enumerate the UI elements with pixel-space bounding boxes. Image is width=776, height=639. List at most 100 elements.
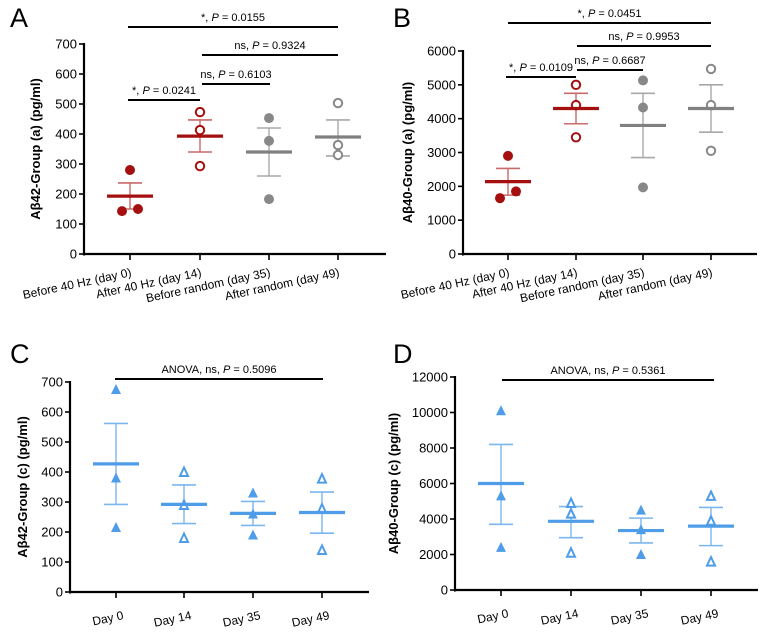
data-point — [194, 124, 206, 136]
y-tick-label: 8000 — [419, 441, 448, 456]
data-point — [178, 465, 190, 477]
data-point — [565, 506, 577, 519]
data-point — [248, 487, 258, 498]
significance-prefix: *, — [132, 85, 142, 97]
y-tick-label: 100 — [55, 217, 77, 232]
x-tick-label: Day 0 — [91, 608, 125, 628]
significance-annotation: ns, P = 0.6103 — [200, 69, 272, 85]
p-value: = 0.9324 — [259, 40, 305, 52]
p-symbol: P — [223, 364, 231, 376]
significance-annotation: ns, P = 0.9953 — [577, 31, 711, 47]
y-tick-label: 200 — [55, 187, 77, 202]
series-1 — [177, 106, 223, 172]
panel-d: D 0 2000 4000 6000 8000 10000 12000 Aβ40-Group (… — [386, 339, 758, 628]
x-tick-label: Day 0 — [476, 606, 510, 626]
series-2 — [230, 487, 276, 540]
data-point — [248, 529, 258, 540]
y-tick-label: 5000 — [427, 77, 456, 92]
data-point — [705, 145, 717, 157]
y-tick-label: 400 — [41, 465, 63, 480]
data-point — [316, 543, 328, 555]
significance-annotation: *, P = 0.0155 — [128, 12, 338, 28]
x-tick-label: Day 14 — [540, 606, 580, 628]
series-1 — [548, 496, 594, 558]
panel-letter: B — [393, 3, 411, 33]
y-tick-label: 0 — [56, 585, 63, 600]
p-symbol: P — [211, 12, 219, 24]
data-point — [565, 545, 577, 558]
y-tick-label: 600 — [55, 67, 77, 82]
x-tick-label: Day 14 — [153, 608, 193, 630]
y-tick-label: 0 — [449, 247, 456, 262]
significance-annotation: *, P = 0.0109 — [506, 62, 576, 78]
data-point — [125, 165, 135, 175]
data-point — [316, 471, 328, 484]
series-0 — [478, 405, 524, 552]
y-tick-label: 300 — [55, 157, 77, 172]
data-point — [332, 139, 344, 151]
series-2 — [618, 504, 664, 559]
p-value: = 0.0155 — [219, 12, 265, 24]
y-tick-label: 12000 — [412, 370, 448, 385]
data-point — [638, 75, 648, 86]
y-tick-label: 4000 — [427, 111, 456, 126]
x-tick-label: Day 49 — [291, 608, 331, 630]
significance-prefix: ANOVA, ns, — [550, 365, 612, 377]
significance-label: *, P = 0.0155 — [201, 12, 265, 24]
x-tick-label: Day 35 — [222, 608, 262, 630]
series-0 — [93, 384, 139, 532]
y-tick-label: 6000 — [427, 44, 456, 59]
data-point — [503, 150, 513, 161]
y-tick-label: 2000 — [419, 547, 448, 562]
data-point — [117, 206, 127, 217]
significance-prefix: ns, — [608, 31, 626, 43]
data-point — [636, 549, 646, 559]
significance-annotation: *, P = 0.0451 — [508, 8, 711, 24]
significance-prefix: ns, — [234, 40, 252, 52]
y-tick-label: 6000 — [419, 476, 448, 491]
panel-a: A 0 100 200 300 400 500 600 700 Aβ42-Group (a) (p… — [10, 3, 386, 305]
data-point — [705, 513, 717, 526]
significance-label: ns, P = 0.6687 — [574, 55, 645, 67]
data-point — [570, 132, 582, 143]
y-tick-label: 1000 — [427, 213, 456, 228]
y-tick-label: 600 — [41, 405, 63, 420]
y-tick-label: 3000 — [427, 145, 456, 160]
p-symbol: P — [142, 85, 150, 97]
significance-annotation: *, P = 0.0241 — [128, 85, 200, 101]
data-point — [111, 472, 121, 483]
significance-label: ANOVA, ns, P = 0.5361 — [550, 365, 665, 377]
data-point — [495, 193, 505, 204]
data-point — [194, 160, 206, 172]
data-point — [565, 496, 577, 509]
series-1 — [553, 79, 599, 143]
y-tick-label: 500 — [55, 97, 77, 112]
panel-letter: C — [10, 339, 30, 369]
data-point — [264, 135, 274, 146]
y-tick-label: 4000 — [419, 512, 448, 527]
series-3 — [315, 97, 361, 161]
series-0 — [485, 150, 531, 204]
significance-annotation: ns, P = 0.6687 — [574, 55, 646, 71]
significance-label: *, P = 0.0451 — [578, 8, 642, 20]
data-point — [705, 554, 717, 567]
p-symbol: P — [252, 40, 260, 52]
data-point — [332, 97, 344, 109]
p-value: = 0.0241 — [150, 85, 196, 97]
p-symbol: P — [218, 69, 226, 81]
data-point — [111, 384, 121, 394]
p-value: = 0.6103 — [225, 69, 271, 81]
p-symbol: P — [592, 55, 600, 67]
series-0 — [107, 165, 153, 217]
significance-prefix: *, — [578, 8, 588, 20]
panel-letter: D — [393, 339, 413, 369]
data-point — [496, 541, 506, 552]
significance-prefix: ns, — [200, 69, 218, 81]
series-1 — [161, 465, 207, 543]
significance-annotation: ns, P = 0.9324 — [202, 40, 338, 56]
p-symbol: P — [612, 365, 620, 377]
significance-label: ANOVA, ns, P = 0.5096 — [161, 364, 276, 376]
significance-annotation: ANOVA, ns, P = 0.5096 — [115, 364, 323, 380]
data-point — [178, 531, 190, 543]
significance-annotation: ANOVA, ns, P = 0.5361 — [502, 365, 714, 381]
